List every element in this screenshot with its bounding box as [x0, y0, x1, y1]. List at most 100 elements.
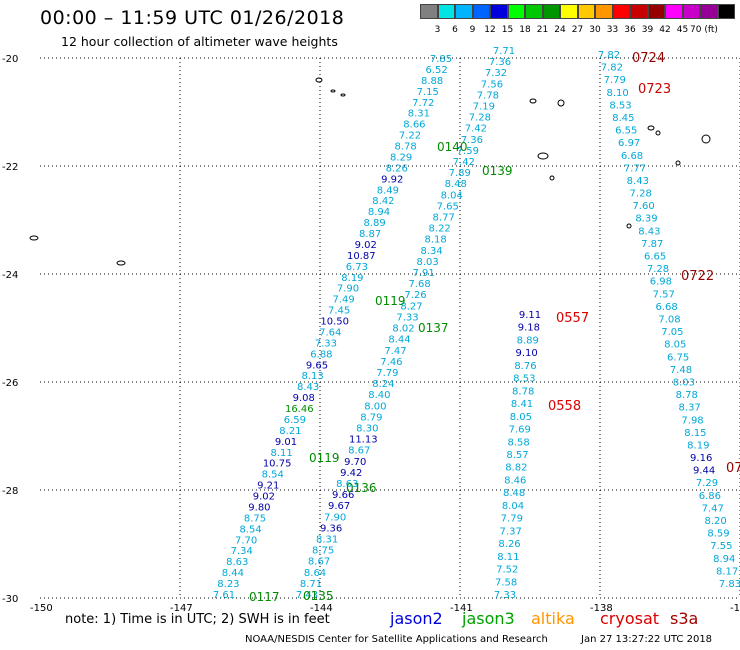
- swh-value: 7.19: [473, 102, 495, 113]
- swh-value: 8.54: [239, 524, 261, 535]
- colorbar-tick-label: 3: [434, 25, 441, 35]
- colorbar-tick-label: 24: [554, 25, 566, 35]
- swh-value: 8.75: [244, 513, 266, 524]
- colorbar-swatch: [665, 4, 683, 19]
- colorbar-swatch: [525, 4, 543, 19]
- swh-value: 7.71: [493, 46, 515, 57]
- swh-value: 8.49: [377, 185, 399, 196]
- lat-tick-label: -20: [2, 54, 18, 65]
- swh-value: 7.34: [231, 546, 253, 557]
- swh-value: 8.21: [279, 426, 301, 437]
- swh-value: 7.37: [500, 526, 522, 537]
- swh-value: 7.28: [630, 189, 652, 200]
- swh-value: 8.43: [638, 226, 660, 237]
- swh-value: 8.67: [348, 446, 370, 457]
- swh-value: 7.82: [601, 63, 623, 74]
- swh-value: 8.11: [497, 552, 519, 563]
- lat-tick-label: -28: [2, 486, 18, 497]
- time-label: 0140: [437, 140, 468, 154]
- colorbar-swatch: [595, 4, 613, 19]
- page-subtitle: 12 hour collection of altimeter wave hei…: [61, 34, 338, 49]
- swh-value: 8.67: [308, 557, 330, 568]
- island-outline: [626, 223, 632, 229]
- swh-value: 8.48: [445, 179, 467, 190]
- island-outline: [529, 98, 537, 104]
- swh-value: 8.53: [609, 100, 631, 111]
- swh-value: 9.08: [293, 393, 315, 404]
- swh-value: 8.31: [316, 534, 338, 545]
- lon-tick-label: -141: [450, 603, 473, 614]
- swh-value: 8.11: [270, 448, 292, 459]
- swh-value: 7.64: [319, 327, 341, 338]
- swh-value: 7.59: [457, 146, 479, 157]
- swh-value: 8.13: [301, 371, 323, 382]
- lat-tick-label: -26: [2, 378, 18, 389]
- colorbar-swatch: [472, 4, 490, 19]
- lon-tick-label: -138: [590, 603, 613, 614]
- swh-value: 8.02: [392, 324, 414, 335]
- swh-value: 6.65: [644, 252, 666, 263]
- time-label: 0117: [249, 590, 280, 604]
- swh-value: 8.39: [635, 214, 657, 225]
- swh-value: 8.78: [676, 390, 698, 401]
- colorbar-swatch: [682, 4, 700, 19]
- swh-value: 7.36: [489, 57, 511, 68]
- time-label: 0722: [681, 269, 714, 284]
- swh-value: 7.87: [641, 239, 663, 250]
- colorbar-tick-label: 6: [452, 25, 458, 35]
- swh-value: 7.33: [494, 590, 516, 601]
- swh-value: 7.55: [710, 541, 732, 552]
- swh-value: 7.52: [496, 565, 518, 576]
- swh-value: 8.30: [356, 423, 378, 434]
- swh-value: 8.94: [368, 207, 390, 218]
- lon-tick-label: -135: [730, 603, 740, 614]
- colorbar-swatch: [647, 4, 665, 19]
- time-label: 0119: [309, 451, 340, 465]
- colorbar-swatch: [612, 4, 630, 19]
- time-label: 0139: [482, 164, 513, 178]
- swh-value: 8.20: [704, 516, 726, 527]
- swh-value: 8.88: [421, 76, 443, 87]
- swh-value: 7.57: [653, 289, 675, 300]
- swh-value: 6.59: [284, 415, 306, 426]
- swh-value: 16.46: [285, 404, 314, 415]
- swh-value: 7.36: [461, 135, 483, 146]
- swh-value: 9.01: [275, 437, 297, 448]
- swh-value: 7.89: [449, 168, 471, 179]
- time-label: 0137: [418, 321, 449, 335]
- colorbar-tick-label: 27: [571, 25, 584, 35]
- swh-value: 8.45: [612, 113, 634, 124]
- swh-value: 8.00: [364, 401, 386, 412]
- swh-value: 9.21: [257, 481, 279, 492]
- swh-value: 8.03: [673, 377, 695, 388]
- swh-value: 8.37: [679, 403, 701, 414]
- colorbar-swatch: [630, 4, 648, 19]
- swh-value: 7.79: [376, 368, 398, 379]
- swh-value: 7.45: [328, 306, 350, 317]
- colorbar-tick-label: 9: [469, 25, 476, 35]
- swh-value: 6.68: [655, 302, 677, 313]
- swh-value: 7.60: [632, 201, 654, 212]
- swh-value: 9.02: [253, 492, 275, 503]
- island-outline: [647, 125, 655, 131]
- swh-value: 6.75: [667, 352, 689, 363]
- swh-value: 8.78: [512, 386, 534, 397]
- swh-value: 7.42: [453, 157, 475, 168]
- swh-value: 7.85: [430, 54, 452, 65]
- swh-value: 9.80: [248, 502, 270, 513]
- swh-value: 8.19: [341, 273, 363, 284]
- legend-jason2: jason2: [390, 609, 443, 628]
- swh-value: 9.11: [519, 310, 541, 321]
- swh-value: 7.33: [315, 338, 337, 349]
- page-title: 00:00 – 11:59 UTC 01/26/2018: [40, 7, 345, 29]
- swh-value: 7.70: [235, 535, 257, 546]
- swh-value: 7.48: [670, 365, 692, 376]
- swh-value: 7.91: [412, 268, 434, 279]
- island-outline: [701, 134, 711, 144]
- colorbar-tick-label: 70 (ft): [690, 25, 718, 35]
- swh-value: 7.43: [296, 590, 318, 601]
- island-outline: [340, 93, 346, 97]
- swh-value: 6.98: [650, 277, 672, 288]
- swh-value: 8.46: [504, 475, 526, 486]
